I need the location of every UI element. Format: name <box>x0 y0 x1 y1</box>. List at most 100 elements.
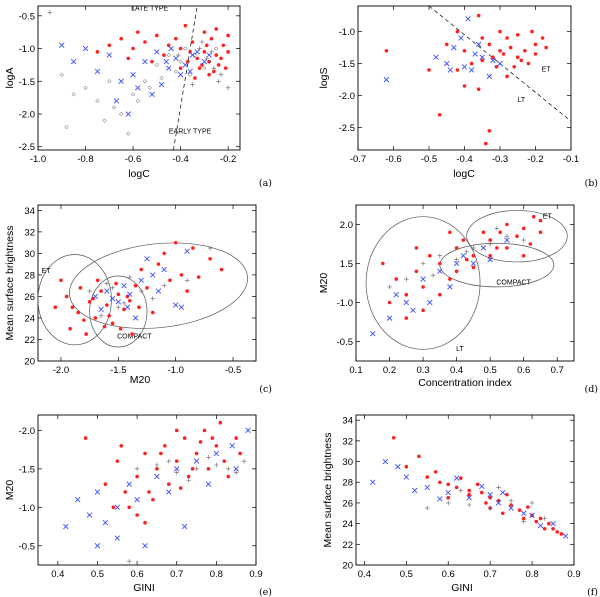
data-point-red-dot <box>143 520 147 525</box>
x-tick-label: -0.3 <box>492 154 508 165</box>
x-tick-label: -1.0 <box>30 154 46 165</box>
y-tick-label: 22 <box>24 335 35 346</box>
data-point-blue-cross <box>529 512 535 519</box>
data-point-blue-cross <box>465 16 471 22</box>
data-point-plus <box>185 59 191 64</box>
data-point-red-dot <box>174 459 179 463</box>
data-point-plus <box>134 466 140 472</box>
data-point-blue-cross <box>142 58 148 65</box>
data-point-diamond <box>159 75 164 81</box>
data-point-red-dot <box>147 490 151 494</box>
data-point-diamond <box>71 92 76 97</box>
data-point-red-dot <box>462 84 467 88</box>
data-point-blue-cross <box>205 481 212 487</box>
y-tick-label: -2.5 <box>19 142 35 153</box>
y-tick-label: 32 <box>24 227 35 238</box>
data-point-red-dot <box>174 36 178 41</box>
data-point-red-dot <box>70 305 75 310</box>
data-point-blue-cross <box>70 58 77 65</box>
data-point-plus <box>542 516 547 521</box>
data-point-red-dot <box>559 532 564 536</box>
data-point-blue-cross <box>444 60 450 67</box>
data-point-blue-cross <box>125 111 132 117</box>
data-point-red-dot <box>547 521 551 526</box>
data-point-red-dot <box>454 246 459 250</box>
ylabel-d: M20 <box>318 273 330 294</box>
data-point-blue-cross <box>500 489 506 496</box>
x-tick-label: 0.4 <box>450 365 463 376</box>
data-point-red-dot <box>135 513 139 517</box>
data-point-red-dot <box>122 307 126 312</box>
data-point-red-dot <box>467 492 471 497</box>
data-point-blue-cross <box>193 458 200 464</box>
data-point-red-dot <box>126 56 131 61</box>
data-point-blue-cross <box>113 98 120 104</box>
data-point-blue-cross <box>486 73 493 80</box>
data-point-diamond <box>64 124 69 130</box>
data-point-red-dot <box>414 246 419 250</box>
data-point-red-dot <box>471 265 476 270</box>
panel-tag-a: (a) <box>259 178 272 189</box>
x-tick-label: 0.1 <box>349 365 362 376</box>
x-tick-label: 0.2 <box>383 365 396 376</box>
data-point-plus <box>225 466 231 472</box>
data-point-red-dot <box>135 474 139 479</box>
ylabel-e: M20 <box>4 480 16 501</box>
data-point-red-dot <box>102 324 107 329</box>
xlabel-b: logC <box>453 168 475 180</box>
data-point-red-dot <box>103 482 108 487</box>
data-point-blue-cross <box>447 67 454 73</box>
marks-f <box>370 435 569 539</box>
data-point-blue-cross <box>420 276 426 282</box>
data-point-red-dot <box>196 275 201 279</box>
data-point-blue-cross <box>130 72 136 78</box>
data-point-red-dot <box>156 262 161 266</box>
data-point-red-dot <box>110 321 115 326</box>
data-point-red-dot <box>495 246 499 250</box>
data-point-blue-cross <box>383 76 390 83</box>
data-point-red-dot <box>95 278 100 283</box>
data-point-blue-cross <box>154 473 160 480</box>
data-point-red-dot <box>59 278 63 283</box>
data-point-plus <box>508 498 514 504</box>
data-point-plus <box>197 46 202 51</box>
data-point-blue-cross <box>168 45 174 52</box>
data-point-red-dot <box>533 52 538 56</box>
data-point-blue-cross <box>114 535 120 541</box>
data-point-red-dot <box>438 292 442 297</box>
data-point-plus <box>233 470 239 475</box>
plot-frame-d <box>355 204 575 362</box>
plot-frame-f <box>355 414 575 566</box>
data-point-blue-cross <box>233 466 239 472</box>
region-ellipse <box>466 210 568 263</box>
data-point-red-dot <box>200 63 204 67</box>
data-point-red-dot <box>223 66 228 70</box>
data-point-red-dot <box>448 230 452 235</box>
data-point-blue-cross <box>104 288 110 294</box>
annotation-label: COMPACT <box>117 333 152 340</box>
y-tick-label: -0.5 <box>19 541 35 552</box>
data-point-red-dot <box>538 218 543 223</box>
data-point-plus <box>206 455 211 460</box>
data-point-red-dot <box>127 505 131 510</box>
data-point-blue-cross <box>102 519 109 526</box>
data-point-red-dot <box>505 36 509 40</box>
data-point-blue-cross <box>453 260 460 267</box>
data-point-red-dot <box>182 436 187 440</box>
data-point-red-dot <box>494 65 499 69</box>
data-point-red-dot <box>64 294 69 299</box>
data-point-red-dot <box>155 467 159 471</box>
marks-d <box>370 214 543 337</box>
region-ellipse <box>69 242 248 329</box>
data-point-plus <box>126 558 132 564</box>
data-point-red-dot <box>528 242 533 246</box>
data-point-blue-cross <box>445 489 451 496</box>
x-tick-label: 0.5 <box>400 569 413 580</box>
marks-b <box>383 13 548 146</box>
data-point-blue-cross <box>229 443 235 449</box>
data-point-red-dot <box>178 46 183 51</box>
data-point-red-dot <box>107 43 112 48</box>
data-point-blue-cross <box>451 44 457 51</box>
ticks-b: -0.7 -0.6 -0.5 -0.4 -0.3 -0.2 -0.1 -2.5 -2.0 -1.5… <box>339 6 579 165</box>
data-point-blue-cross <box>187 68 193 75</box>
